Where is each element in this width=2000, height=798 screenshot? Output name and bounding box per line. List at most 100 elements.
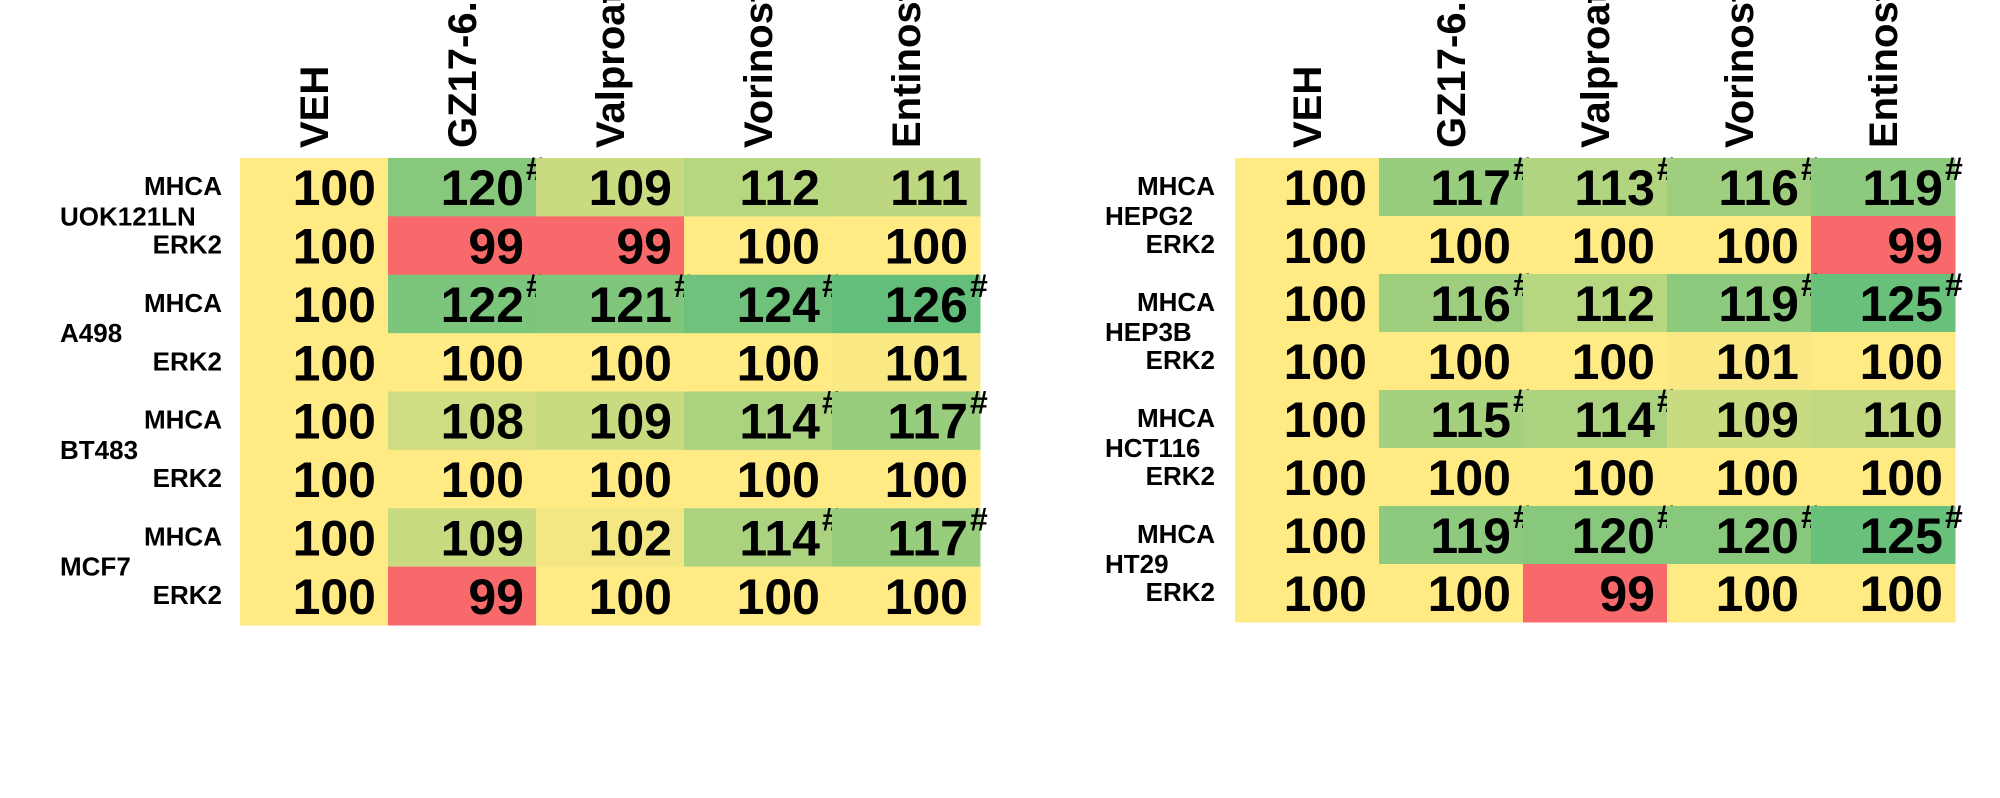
heatmap-cell bbox=[684, 391, 833, 451]
cell-value: 109 bbox=[1716, 392, 1799, 448]
cell-value: 100 bbox=[589, 335, 672, 391]
cell-value: 110 bbox=[1862, 392, 1943, 448]
cell-value: 100 bbox=[1860, 450, 1943, 506]
cell-value: 100 bbox=[737, 219, 820, 275]
cell-value: 100 bbox=[1572, 218, 1655, 274]
heatmap-cell bbox=[1811, 158, 1956, 217]
cell-value: 100 bbox=[1428, 334, 1511, 390]
column-header-gz17-6-02: GZ17-6.02 bbox=[441, 0, 485, 148]
cell-value: 100 bbox=[737, 569, 820, 625]
column-header-veh: VEH bbox=[1286, 66, 1330, 148]
heatmap-right: VEH GZ17-6.02 Valproate Vorinostat Entinosta… bbox=[1105, 0, 1963, 623]
heatmap-cell bbox=[832, 508, 981, 568]
heatmap-panel-right: VEH GZ17-6.02 Valproate Vorinostat Entinosta… bbox=[1000, 0, 2000, 798]
column-header-entinostat: Entinostat bbox=[885, 0, 929, 148]
heatmap-cell bbox=[832, 274, 981, 334]
heatmap-cell bbox=[1667, 506, 1812, 565]
row-label-erk2: ERK2 bbox=[1146, 229, 1215, 259]
row-label-erk2: ERK2 bbox=[153, 230, 222, 260]
cell-value: 100 bbox=[1572, 334, 1655, 390]
row-label-mhca: MHCA bbox=[144, 171, 222, 201]
heatmap-cell bbox=[1811, 216, 1956, 275]
heatmap-cell bbox=[1379, 216, 1524, 275]
cell-value: 111 bbox=[890, 160, 968, 216]
heatmap-cell bbox=[1667, 448, 1812, 507]
cell-value: 100 bbox=[1284, 450, 1367, 506]
row-label-mhca: MHCA bbox=[144, 405, 222, 435]
heatmap-cell bbox=[536, 566, 685, 626]
heatmap-cell bbox=[388, 508, 537, 568]
heatmap-cell bbox=[536, 508, 685, 568]
cell-value: 114 bbox=[1574, 392, 1655, 448]
cell-value: 99 bbox=[1599, 566, 1655, 622]
cell-line-label-a498: A498 bbox=[60, 318, 122, 348]
heatmap-cell bbox=[1235, 390, 1380, 449]
heatmap-cell bbox=[1523, 506, 1668, 565]
column-header-valproate: Valproate bbox=[1574, 0, 1618, 148]
cell-value: 100 bbox=[1284, 508, 1367, 564]
heatmap-cell bbox=[1379, 332, 1524, 391]
heatmap-cell bbox=[1811, 448, 1956, 507]
heatmap-cell bbox=[240, 333, 389, 392]
cell-value: 120 bbox=[441, 160, 524, 216]
cell-value: 100 bbox=[737, 335, 820, 391]
heatmap-cell bbox=[684, 158, 833, 217]
significance-mark: # bbox=[1945, 267, 1963, 303]
heatmap-cell bbox=[536, 274, 685, 334]
heatmap-cell bbox=[832, 391, 981, 451]
row-label-mhca: MHCA bbox=[1137, 403, 1215, 433]
heatmap-cell bbox=[1523, 158, 1668, 217]
heatmap-cell bbox=[1235, 506, 1380, 565]
heatmap-cell bbox=[1379, 448, 1524, 507]
heatmap-cell bbox=[1667, 216, 1812, 275]
heatmap-cell bbox=[1523, 332, 1668, 391]
significance-mark: # bbox=[1945, 499, 1963, 535]
heatmap-cell bbox=[832, 216, 981, 276]
column-header-veh: VEH bbox=[293, 66, 337, 148]
cell-value: 113 bbox=[1574, 160, 1655, 216]
cell-value: 100 bbox=[1716, 218, 1799, 274]
cell-value: 100 bbox=[885, 452, 968, 508]
heatmap-cell bbox=[1379, 564, 1524, 623]
column-header-vorinostat: Vorinostat bbox=[737, 0, 781, 148]
cell-value: 100 bbox=[293, 277, 376, 333]
column-header-valproate: Valproate bbox=[589, 0, 633, 148]
heatmap-cell bbox=[1235, 564, 1380, 623]
cell-value: 116 bbox=[1718, 160, 1799, 216]
cell-value: 100 bbox=[293, 452, 376, 508]
cell-value: 100 bbox=[1284, 334, 1367, 390]
cell-value: 109 bbox=[441, 510, 524, 566]
heatmap-cell bbox=[240, 449, 389, 509]
heatmap-cell bbox=[536, 449, 685, 509]
significance-mark: # bbox=[970, 268, 988, 304]
heatmap-cell bbox=[1379, 274, 1524, 333]
cell-line-label-uok121ln: UOK121LN bbox=[60, 201, 196, 231]
row-label-erk2: ERK2 bbox=[153, 346, 222, 376]
cell-value: 112 bbox=[1574, 276, 1655, 332]
heatmap-cell bbox=[240, 158, 389, 217]
heatmap-cell bbox=[388, 449, 537, 509]
heatmap-cell bbox=[1811, 274, 1956, 333]
cell-value: 99 bbox=[1887, 218, 1943, 274]
cell-value: 100 bbox=[293, 160, 376, 216]
heatmap-cell bbox=[1523, 564, 1668, 623]
heatmap-cell bbox=[536, 216, 685, 276]
heatmap-cell bbox=[1811, 332, 1956, 391]
heatmap-cell bbox=[536, 158, 685, 217]
cell-line-label-bt483: BT483 bbox=[60, 435, 138, 465]
cell-value: 100 bbox=[293, 335, 376, 391]
row-label-erk2: ERK2 bbox=[1146, 461, 1215, 491]
cell-value: 119 bbox=[1862, 160, 1943, 216]
cell-value: 120 bbox=[1572, 508, 1655, 564]
heatmap-cell bbox=[1667, 332, 1812, 391]
heatmap-cell bbox=[388, 216, 537, 276]
cell-value: 100 bbox=[737, 452, 820, 508]
cell-value: 117 bbox=[887, 394, 968, 450]
heatmap-cell bbox=[1523, 390, 1668, 449]
cell-value: 100 bbox=[1284, 392, 1367, 448]
heatmap-cell bbox=[1235, 448, 1380, 507]
significance-mark: # bbox=[1945, 151, 1963, 187]
cell-value: 100 bbox=[1284, 160, 1367, 216]
heatmap-cell bbox=[1379, 390, 1524, 449]
heatmap-cell bbox=[1667, 158, 1812, 217]
